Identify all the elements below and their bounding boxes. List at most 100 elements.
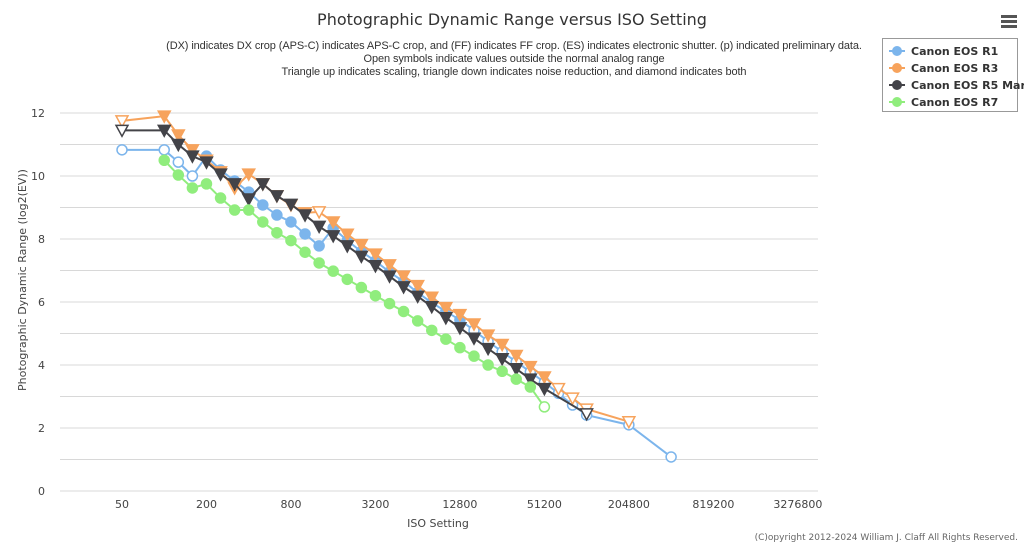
data-point: [621, 415, 637, 430]
data-point: [424, 291, 440, 305]
data-point: [396, 270, 411, 284]
legend: Canon EOS R1 Canon EOS R3 Canon EOS R5 M…: [882, 38, 1024, 112]
legend-item-r7[interactable]: Canon EOS R7: [883, 94, 1017, 110]
data-point: [452, 322, 468, 336]
data-point: [255, 178, 271, 192]
data-point: [537, 371, 552, 385]
data-point: [565, 392, 580, 406]
data-point: [186, 170, 199, 182]
data-point: [508, 349, 524, 364]
data-point: [494, 352, 510, 367]
data-point: [523, 373, 538, 387]
data-point: [383, 297, 396, 310]
data-point: [411, 315, 424, 327]
data-point: [313, 257, 325, 269]
data-point: [172, 156, 185, 168]
data-point: [341, 273, 354, 286]
data-point: [340, 228, 355, 242]
data-point: [228, 204, 241, 216]
data-point: [285, 216, 297, 228]
data-point: [114, 115, 130, 129]
series-canon-eos-r1: [116, 144, 677, 463]
data-point: [480, 342, 496, 357]
series-line: [122, 148, 672, 458]
data-point: [382, 270, 397, 284]
data-point: [355, 281, 368, 294]
data-point: [368, 248, 383, 262]
data-point: [199, 156, 214, 170]
copyright: (C)opyright 2012-2024 William J. Claff A…: [754, 533, 1018, 543]
data-point: [257, 199, 269, 211]
data-point: [480, 329, 496, 343]
legend-marker-icon: [889, 46, 905, 56]
data-point: [538, 401, 551, 413]
data-point: [340, 240, 355, 254]
data-point: [510, 373, 522, 385]
data-point: [354, 238, 369, 253]
data-point: [271, 209, 283, 221]
data-point: [410, 290, 425, 304]
data-point: [297, 209, 313, 223]
data-point: [241, 168, 256, 182]
data-point: [227, 178, 242, 192]
chart-subtitle-line-3: Triangle up indicates scaling, triangle …: [281, 66, 747, 78]
data-point: [283, 198, 299, 212]
data-point: [551, 382, 566, 397]
data-point: [482, 359, 494, 371]
legend-item-r1[interactable]: Canon EOS R1: [883, 43, 1017, 59]
data-point: [468, 350, 480, 362]
y-tick-label: 8: [38, 233, 45, 246]
data-point: [508, 363, 524, 377]
data-point: [213, 168, 228, 182]
legend-item-r3[interactable]: Canon EOS R3: [883, 60, 1017, 76]
data-point: [397, 305, 410, 318]
data-point: [438, 301, 454, 316]
data-point: [158, 154, 170, 166]
data-point: [158, 144, 170, 156]
data-point: [466, 332, 482, 346]
chart-title: Photographic Dynamic Range versus ISO Se…: [317, 10, 707, 29]
data-point: [156, 124, 172, 138]
legend-label: Canon EOS R3: [911, 61, 999, 75]
y-tick-label: 2: [38, 422, 45, 435]
data-point: [214, 192, 227, 204]
data-point: [313, 240, 325, 252]
data-point: [269, 190, 285, 204]
legend-item-r5-mark-ii[interactable]: Canon EOS R5 Mark II: [883, 77, 1024, 93]
legend-label: Canon EOS R1: [911, 44, 999, 58]
data-point: [156, 110, 172, 124]
data-point: [114, 124, 130, 138]
series-canon-eos-r7: [158, 154, 551, 413]
data-point: [299, 246, 311, 258]
data-point: [452, 308, 468, 323]
data-point: [311, 206, 327, 220]
legend-marker-icon: [889, 97, 905, 107]
y-tick-label: 0: [38, 485, 45, 498]
data-point: [299, 228, 311, 240]
data-point: [354, 250, 369, 264]
y-tick-label: 4: [38, 359, 45, 372]
hamburger-menu-icon[interactable]: [1001, 15, 1017, 29]
x-tick-label: 819200: [692, 498, 734, 511]
data-point: [271, 226, 283, 239]
data-point: [171, 129, 186, 143]
data-point: [325, 216, 341, 230]
data-point: [524, 381, 537, 393]
legend-label: Canon EOS R5 Mark II: [911, 78, 1024, 92]
data-point: [369, 289, 382, 302]
x-axis-label: ISO Setting: [407, 517, 469, 530]
data-point: [382, 259, 397, 273]
data-point: [537, 382, 552, 397]
data-point: [426, 324, 438, 337]
x-tick-label: 51200: [527, 498, 562, 511]
data-point: [396, 281, 411, 295]
data-point: [454, 341, 466, 354]
data-point: [200, 178, 213, 190]
data-point: [171, 138, 186, 153]
data-point: [440, 333, 452, 345]
y-axis-label: Photographic Dynamic Range (log2(EV)): [16, 169, 29, 391]
data-point: [410, 279, 425, 294]
data-point: [186, 182, 199, 194]
legend-marker-icon: [889, 63, 905, 73]
